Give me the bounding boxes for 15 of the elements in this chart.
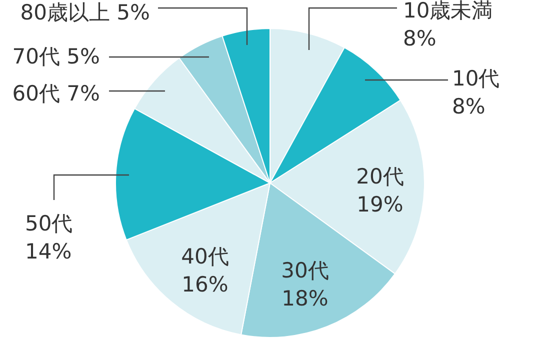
slice-label: 10歳未満 (403, 0, 493, 22)
data-label: 18% (282, 286, 328, 310)
slice-label: 80歳以上 5% (20, 0, 150, 24)
slice-label: 20代 (356, 164, 404, 188)
slice-label: 70代 5% (12, 44, 100, 68)
slice-label: 50代 (25, 211, 73, 236)
data-label: 8% (403, 26, 436, 50)
data-label: 14% (25, 239, 72, 264)
data-label: 8% (452, 94, 486, 118)
slice-label: 40代 (181, 244, 229, 268)
slice-label: 10代 (452, 66, 500, 90)
data-label: 19% (356, 192, 404, 216)
data-label: 16% (182, 272, 228, 296)
slice-label: 30代 (281, 258, 329, 282)
slice-label: 60代 7% (12, 81, 100, 106)
